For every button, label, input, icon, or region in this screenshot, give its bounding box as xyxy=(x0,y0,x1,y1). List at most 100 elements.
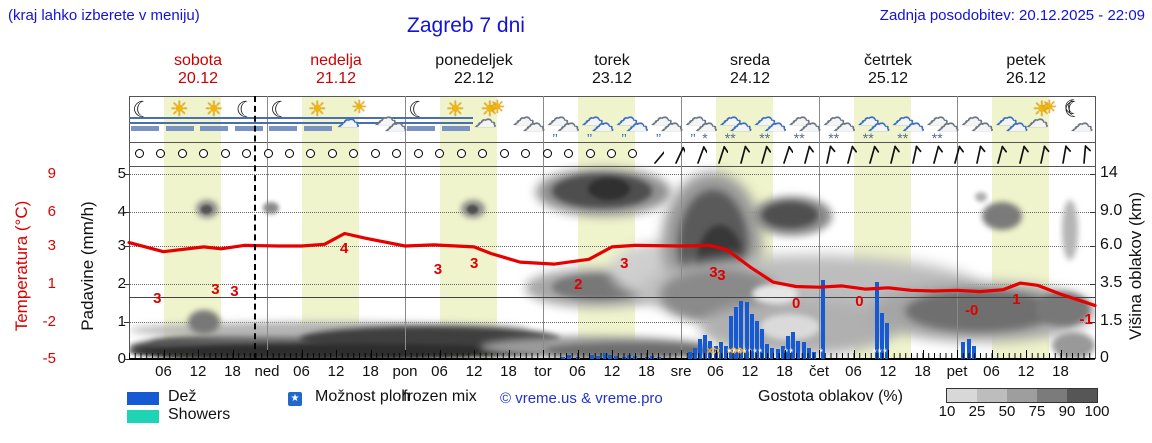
x-axis-hour-label: 18 xyxy=(776,363,793,380)
cloud-tick-label: 14 xyxy=(1100,164,1118,181)
x-axis-hour-label: 18 xyxy=(638,363,655,380)
weather-icon-snow: ☁ ☁ ☁ ☁ ** xyxy=(822,104,857,146)
cloud-blob xyxy=(762,202,818,228)
day-header-date: 26.12 xyxy=(1005,70,1047,87)
x-axis-hour-label: 18 xyxy=(1052,363,1069,380)
wind-barb-icon xyxy=(753,143,772,164)
six-hour-tick xyxy=(198,350,199,359)
temperature-axis-title: Temperatura (°C) xyxy=(12,200,31,332)
x-axis-hour-label: 06 xyxy=(707,363,724,380)
wind-barb-icon xyxy=(1011,143,1029,164)
wind-calm-icon xyxy=(542,149,552,158)
frozen-mix-marker: × xyxy=(706,343,714,358)
six-hour-tick xyxy=(163,350,165,359)
wind-calm-icon xyxy=(306,149,316,158)
precip-bar xyxy=(874,282,879,359)
x-axis-hour-label: 18 xyxy=(500,363,517,380)
day-header-date: 25.12 xyxy=(867,70,909,87)
cloud-blob xyxy=(760,314,820,340)
cloud-tick-label: 1.5 xyxy=(1100,312,1123,329)
wind-barb-icon xyxy=(689,143,707,164)
x-axis-hour-label: 12 xyxy=(1017,363,1035,380)
x-axis-hour-label: 12 xyxy=(879,363,897,380)
cloud-blob xyxy=(263,202,279,214)
wind-calm-icon xyxy=(199,149,209,158)
six-hour-tick xyxy=(474,350,475,359)
shower-chance-legend-label: Možnost ploh xyxy=(315,388,411,405)
grid-top-border xyxy=(129,166,1095,167)
x-axis-hour-label: 06 xyxy=(983,363,1000,380)
daylight-band xyxy=(439,96,497,359)
frozen-mix-marker: × xyxy=(733,343,741,358)
precip-tick-label: 4 xyxy=(117,203,126,220)
temperature-value-label: 3 xyxy=(211,281,220,298)
weather-icon-moon-cloud: ☾ ☾ ☁ ☁ xyxy=(1063,97,1094,137)
wind-barb-icon xyxy=(646,143,664,164)
temperature-value-label: 3 xyxy=(433,261,443,278)
wind-barb-icon xyxy=(818,143,836,164)
copyright-link[interactable]: © vreme.us & vreme.pro xyxy=(500,390,663,407)
cloud-scale-value: 10 xyxy=(938,403,956,420)
cloud-scale-segment xyxy=(1067,389,1097,402)
wind-calm-icon xyxy=(607,149,616,158)
cloud-tick-mark xyxy=(1090,174,1095,175)
weather-icon-sun-cloud: ☀ ☀ ☁ ☁ xyxy=(473,97,506,133)
day-header-date: 21.12 xyxy=(315,70,357,87)
six-hour-tick xyxy=(1060,350,1062,359)
x-axis-hour-label: 06 xyxy=(569,363,586,380)
daylight-band xyxy=(301,96,359,359)
day-header-date: 24.12 xyxy=(729,70,771,87)
six-hour-tick xyxy=(543,350,544,359)
plot-top-border xyxy=(129,96,1095,97)
weather-icon-snow: ☁ ☁ ☁ ☁ ** xyxy=(787,104,822,146)
precip-tick-label: 3 xyxy=(117,237,126,254)
weather-icon-snow: ☁ ☁ ☁ ☁ ** xyxy=(925,104,960,146)
cloud-scale-segment xyxy=(1037,389,1067,402)
rain-legend-swatch xyxy=(127,392,159,405)
wind-barb-icon xyxy=(904,143,922,164)
weather-icon-cloud-b: ☁ ☁ ☁ ☁ xyxy=(994,104,1029,137)
showers-legend-swatch xyxy=(127,410,159,423)
precip-tick-mark xyxy=(124,212,129,213)
day-header-name: sreda xyxy=(729,52,771,69)
weather-icon-snow-b: ☁ ☁ ☁ ☁ ** xyxy=(718,104,753,146)
precip-bar xyxy=(785,335,790,359)
weather-icon-partly: ☀ ☁ ☁ xyxy=(336,97,368,133)
precip-tick-label: 2 xyxy=(117,275,126,292)
precip-bar xyxy=(879,312,884,360)
wind-barb-icon xyxy=(775,143,793,164)
precip-bar xyxy=(884,323,889,359)
day-header-name: nedelja xyxy=(310,52,362,69)
x-axis-day-label: tor xyxy=(534,363,552,380)
six-hour-tick xyxy=(370,350,372,359)
weather-icon-moon-fog: ☾ xyxy=(266,98,302,142)
wind-calm-icon xyxy=(456,149,466,158)
gridline-horizontal xyxy=(129,322,1095,323)
temperature-value-label: 3 xyxy=(470,255,479,272)
plot-right-border xyxy=(1095,96,1096,359)
cloud-scale-segment xyxy=(947,389,977,402)
six-hour-tick xyxy=(336,350,337,359)
precipitation-axis-title: Padavine (mm/h) xyxy=(78,201,97,331)
six-hour-tick xyxy=(405,350,406,359)
precip-tick-mark xyxy=(124,284,129,285)
precip-bar xyxy=(734,307,739,359)
six-hour-tick xyxy=(888,350,889,359)
six-hour-tick xyxy=(646,350,648,359)
temperature-value-label: 3 xyxy=(230,283,239,300)
icon-strip-border xyxy=(129,142,1095,143)
freezing-level-line xyxy=(129,297,1095,298)
x-axis-line xyxy=(129,358,1095,360)
wind-barb-icon xyxy=(968,143,986,164)
six-hour-tick xyxy=(1026,350,1027,359)
day-boundary-line xyxy=(405,96,406,359)
wind-barb-icon xyxy=(882,143,900,164)
six-hour-tick xyxy=(819,350,820,359)
rain-legend-label: Dež xyxy=(168,388,197,405)
precip-bar xyxy=(749,313,754,359)
cloud-tick-mark xyxy=(1090,359,1095,360)
weather-icon-cloud: ☁ ☁ ☁ ☁ xyxy=(511,104,546,137)
wind-barb-icon xyxy=(946,143,965,164)
precip-bar xyxy=(729,316,733,359)
wind-barb-icon xyxy=(989,143,1008,164)
